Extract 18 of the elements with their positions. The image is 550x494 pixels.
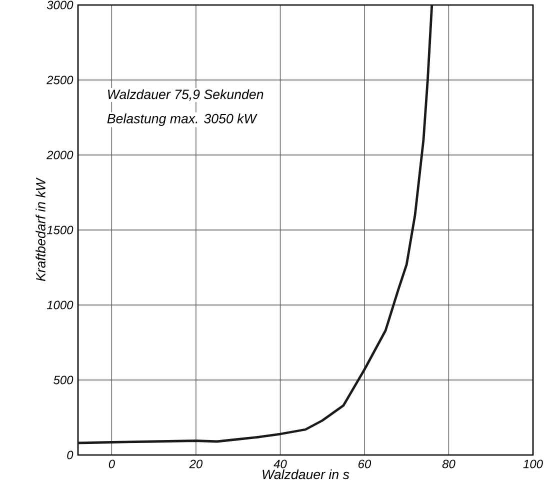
y-tick-label: 3000 — [46, 0, 74, 10]
y-tick-label: 1000 — [46, 300, 74, 310]
x-tick-label: 80 — [442, 460, 456, 468]
annotation: Walzdauer 75,9 Sekunden — [108, 89, 264, 101]
y-tick-label: 1500 — [46, 226, 74, 234]
x-tick-label: 100 — [523, 460, 543, 468]
x-tick-label: 40 — [274, 460, 287, 468]
x-axis-title: Walzdauer in s — [262, 469, 350, 480]
x-tick-label: 0 — [108, 460, 115, 468]
annotation: Belastung max. 3050 kW — [107, 114, 258, 126]
y-tick-label: 500 — [54, 376, 74, 384]
x-tick-label: 60 — [358, 460, 372, 468]
y-axis-title: Kraftbedarf in kW — [36, 177, 46, 282]
y-tick-label: 2000 — [46, 150, 74, 160]
y-tick-label: 0 — [67, 450, 74, 460]
line-series — [78, 5, 434, 444]
x-tick-label: 20 — [189, 460, 203, 468]
y-tick-label: 2500 — [46, 76, 74, 84]
